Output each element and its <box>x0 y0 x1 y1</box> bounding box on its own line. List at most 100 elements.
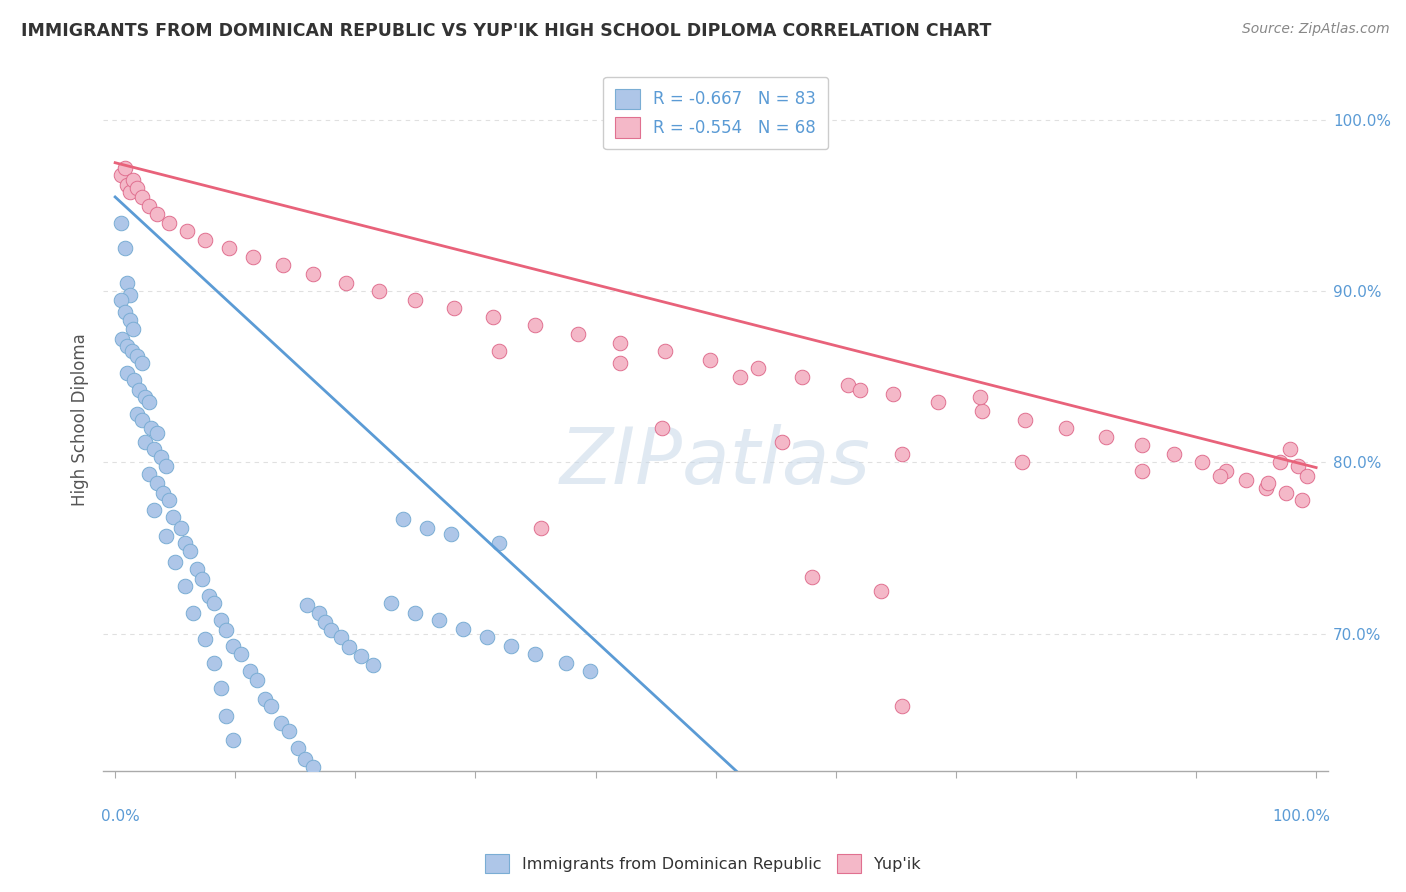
Point <box>110 293 132 307</box>
Point <box>870 583 893 598</box>
Point <box>114 304 136 318</box>
Point <box>651 421 673 435</box>
Point <box>927 395 949 409</box>
Point <box>162 510 184 524</box>
Point <box>173 536 195 550</box>
Point <box>131 412 153 426</box>
Point <box>202 656 225 670</box>
Point <box>131 190 153 204</box>
Legend: Immigrants from Dominican Republic, Yup'ik: Immigrants from Dominican Republic, Yup'… <box>479 847 927 880</box>
Point <box>404 606 426 620</box>
Point <box>1236 473 1258 487</box>
Point <box>176 224 198 238</box>
Point <box>278 724 301 739</box>
Point <box>728 369 751 384</box>
Point <box>972 404 994 418</box>
Text: IMMIGRANTS FROM DOMINICAN REPUBLIC VS YUP'IK HIGH SCHOOL DIPLOMA CORRELATION CHA: IMMIGRANTS FROM DOMINICAN REPUBLIC VS YU… <box>21 22 991 40</box>
Point <box>440 527 463 541</box>
Point <box>125 181 148 195</box>
Point <box>138 467 160 482</box>
Point <box>181 606 204 620</box>
Point <box>477 630 499 644</box>
Point <box>308 606 330 620</box>
Point <box>125 408 148 422</box>
Point <box>231 647 253 661</box>
Point <box>1257 475 1279 490</box>
Point <box>609 356 631 370</box>
Point <box>242 250 264 264</box>
Point <box>482 310 505 324</box>
Point <box>404 293 426 307</box>
Point <box>329 630 352 644</box>
Point <box>118 287 141 301</box>
Point <box>152 486 174 500</box>
Point <box>179 544 201 558</box>
Point <box>110 216 132 230</box>
Point <box>609 335 631 350</box>
Legend: R = -0.667   N = 83, R = -0.554   N = 68: R = -0.667 N = 83, R = -0.554 N = 68 <box>603 77 828 149</box>
Point <box>488 344 510 359</box>
Point <box>118 313 141 327</box>
Point <box>890 698 912 713</box>
Point <box>146 426 169 441</box>
Point <box>114 241 136 255</box>
Point <box>302 760 325 774</box>
Text: 0.0%: 0.0% <box>101 809 139 824</box>
Point <box>890 447 912 461</box>
Point <box>115 339 138 353</box>
Point <box>524 318 547 333</box>
Point <box>115 178 138 192</box>
Point <box>155 529 177 543</box>
Point <box>198 589 221 603</box>
Point <box>443 301 465 316</box>
Point <box>416 520 439 534</box>
Point <box>314 615 336 629</box>
Point <box>114 161 136 175</box>
Point <box>1215 464 1237 478</box>
Point <box>218 241 240 255</box>
Point <box>790 369 813 384</box>
Point <box>1054 421 1077 435</box>
Point <box>141 421 163 435</box>
Point <box>214 624 236 638</box>
Point <box>222 732 245 747</box>
Point <box>239 665 262 679</box>
Point <box>1014 412 1036 426</box>
Point <box>121 344 143 359</box>
Point <box>1163 447 1185 461</box>
Point <box>1191 455 1213 469</box>
Point <box>118 185 141 199</box>
Point <box>392 512 415 526</box>
Point <box>1275 486 1298 500</box>
Point <box>1011 455 1033 469</box>
Point <box>1295 469 1317 483</box>
Point <box>124 373 146 387</box>
Point <box>209 613 232 627</box>
Point <box>111 332 134 346</box>
Point <box>246 673 269 687</box>
Point <box>380 596 402 610</box>
Point <box>302 267 325 281</box>
Point <box>350 648 373 663</box>
Point <box>1254 481 1277 495</box>
Point <box>554 656 576 670</box>
Point <box>524 647 547 661</box>
Point <box>260 698 283 713</box>
Point <box>654 344 676 359</box>
Point <box>138 395 160 409</box>
Point <box>122 322 145 336</box>
Point <box>848 384 870 398</box>
Point <box>134 434 156 449</box>
Point <box>165 555 187 569</box>
Point <box>578 665 600 679</box>
Point <box>1095 430 1118 444</box>
Point <box>770 434 793 449</box>
Point <box>155 458 177 473</box>
Point <box>297 598 319 612</box>
Point <box>429 613 451 627</box>
Point <box>222 639 245 653</box>
Point <box>157 493 180 508</box>
Point <box>969 390 991 404</box>
Point <box>142 503 165 517</box>
Point <box>1130 438 1153 452</box>
